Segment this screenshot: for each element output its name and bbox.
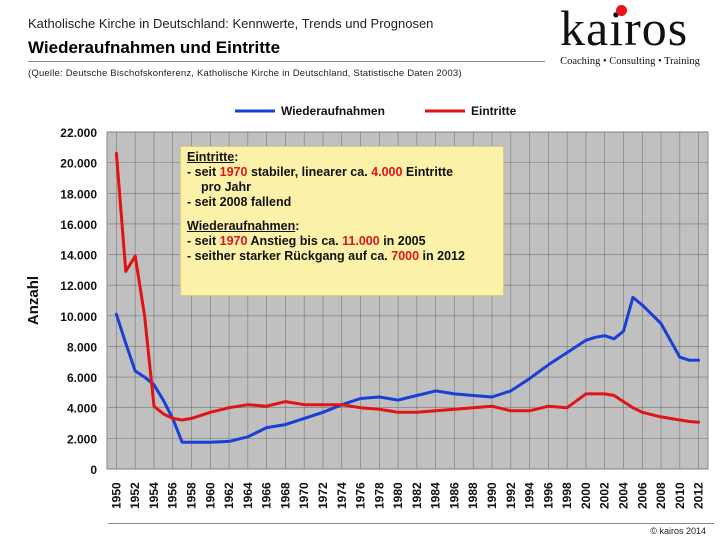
x-tick-label: 1992 bbox=[504, 482, 518, 509]
logo-tagline: Coaching • Consulting • Training bbox=[545, 56, 715, 67]
annotation-colon: : bbox=[295, 219, 300, 233]
x-tick-label: 1994 bbox=[523, 482, 537, 509]
x-tick-label: 1990 bbox=[485, 482, 499, 509]
legend-label: Eintritte bbox=[471, 104, 517, 118]
x-tick-label: 1984 bbox=[429, 482, 443, 509]
x-tick-label: 1982 bbox=[410, 482, 424, 509]
y-tick-label: 6.000 bbox=[67, 371, 97, 385]
y-tick-label: 4.000 bbox=[67, 402, 97, 416]
footer-divider bbox=[108, 523, 714, 524]
x-tick-label: 1978 bbox=[372, 482, 386, 509]
x-tick-label: 1966 bbox=[260, 482, 274, 509]
annotation-text: Anstieg bis ca. bbox=[247, 234, 343, 248]
y-tick-label: 12.000 bbox=[60, 279, 97, 293]
legend-label: Wiederaufnahmen bbox=[281, 104, 385, 118]
y-tick-label: 8.000 bbox=[67, 340, 97, 354]
x-tick-label: 2006 bbox=[635, 482, 649, 509]
x-tick-label: 1986 bbox=[447, 482, 461, 509]
x-tick-label: 1968 bbox=[278, 482, 292, 509]
annotation-line: pro Jahr bbox=[201, 180, 252, 194]
x-tick-label: 1960 bbox=[203, 482, 217, 509]
x-tick-label: 1976 bbox=[354, 482, 368, 509]
x-tick-label: 1964 bbox=[241, 482, 255, 509]
slide-title: Wiederaufnahmen und Eintritte bbox=[28, 38, 281, 57]
annotation-highlight: 1970 bbox=[219, 234, 248, 248]
annotation-colon: : bbox=[234, 150, 239, 164]
header-divider bbox=[28, 61, 714, 62]
x-tick-label: 1950 bbox=[109, 482, 123, 509]
copyright: © kairos 2014 bbox=[650, 526, 706, 536]
y-tick-label: 14.000 bbox=[60, 249, 97, 263]
annotation-highlight: 11.000 bbox=[342, 234, 380, 248]
annotation-line: - seit 1970 stabiler, linearer ca. 4.000… bbox=[187, 165, 497, 180]
annotation-line: - seit 2008 fallend bbox=[187, 195, 292, 209]
annotation-line: - seit 1970 Anstieg bis ca. 11.000 in 20… bbox=[187, 234, 497, 249]
annotation-text: - seit bbox=[187, 234, 220, 248]
annotation-text: in 2012 bbox=[419, 249, 465, 263]
x-tick-label: 1972 bbox=[316, 482, 330, 509]
x-tick-label: 1958 bbox=[185, 482, 199, 509]
source-note: (Quelle: Deutsche Bischofskonferenz, Kat… bbox=[28, 68, 462, 79]
x-tick-label: 2010 bbox=[673, 482, 687, 509]
x-tick-label: 2004 bbox=[616, 482, 630, 509]
x-tick-label: 2008 bbox=[654, 482, 668, 509]
x-tick-label: 2002 bbox=[598, 482, 612, 509]
annotation-heading-wiederaufnahmen: Wiederaufnahmen bbox=[187, 219, 296, 233]
series-line-eintritte bbox=[114, 151, 701, 424]
series-line-wiederaufnahmen bbox=[114, 295, 701, 444]
x-tick-label: 1998 bbox=[560, 482, 574, 509]
logo-red-dot-icon bbox=[616, 5, 627, 16]
y-axis-label: Anzahl bbox=[25, 276, 42, 325]
annotation-highlight: 7000 bbox=[391, 249, 420, 263]
y-tick-label: 20.000 bbox=[60, 157, 97, 171]
annotation-text: - seit bbox=[187, 165, 220, 179]
x-tick-label: 1974 bbox=[335, 482, 349, 509]
annotation-heading-eintritte: Eintritte bbox=[187, 150, 235, 164]
x-tick-label: 1988 bbox=[466, 482, 480, 509]
annotation-highlight: 1970 bbox=[219, 165, 248, 179]
x-tick-label: 2012 bbox=[692, 482, 706, 509]
annotation-text: Eintritte bbox=[402, 165, 454, 179]
x-tick-label: 2000 bbox=[579, 482, 593, 509]
y-tick-label: 16.000 bbox=[60, 218, 97, 232]
annotation-text: in 2005 bbox=[379, 234, 426, 248]
annotation-highlight: 4.000 bbox=[371, 165, 403, 179]
annotation-line: - seither starker Rückgang auf ca. 7000 … bbox=[187, 249, 497, 264]
y-tick-label: 18.000 bbox=[60, 187, 97, 201]
annotation-text: - seither starker Rückgang auf ca. bbox=[187, 249, 392, 263]
x-tick-label: 1952 bbox=[128, 482, 142, 509]
presentation-supertitle: Katholische Kirche in Deutschland: Kennw… bbox=[28, 16, 434, 31]
annotation-text: stabiler, linearer ca. bbox=[247, 165, 372, 179]
x-tick-label: 1996 bbox=[541, 482, 555, 509]
x-tick-label: 1970 bbox=[297, 482, 311, 509]
y-tick-label: 22.000 bbox=[60, 126, 97, 140]
y-tick-label: 0 bbox=[90, 463, 97, 477]
x-tick-label: 1954 bbox=[147, 482, 161, 509]
x-tick-label: 1956 bbox=[166, 482, 180, 509]
x-tick-label: 1980 bbox=[391, 482, 405, 509]
x-tick-label: 1962 bbox=[222, 482, 236, 509]
y-tick-label: 2.000 bbox=[67, 432, 97, 446]
annotation-box: Eintritte: - seit 1970 stabiler, lineare… bbox=[180, 146, 504, 296]
y-tick-label: 10.000 bbox=[60, 310, 97, 324]
